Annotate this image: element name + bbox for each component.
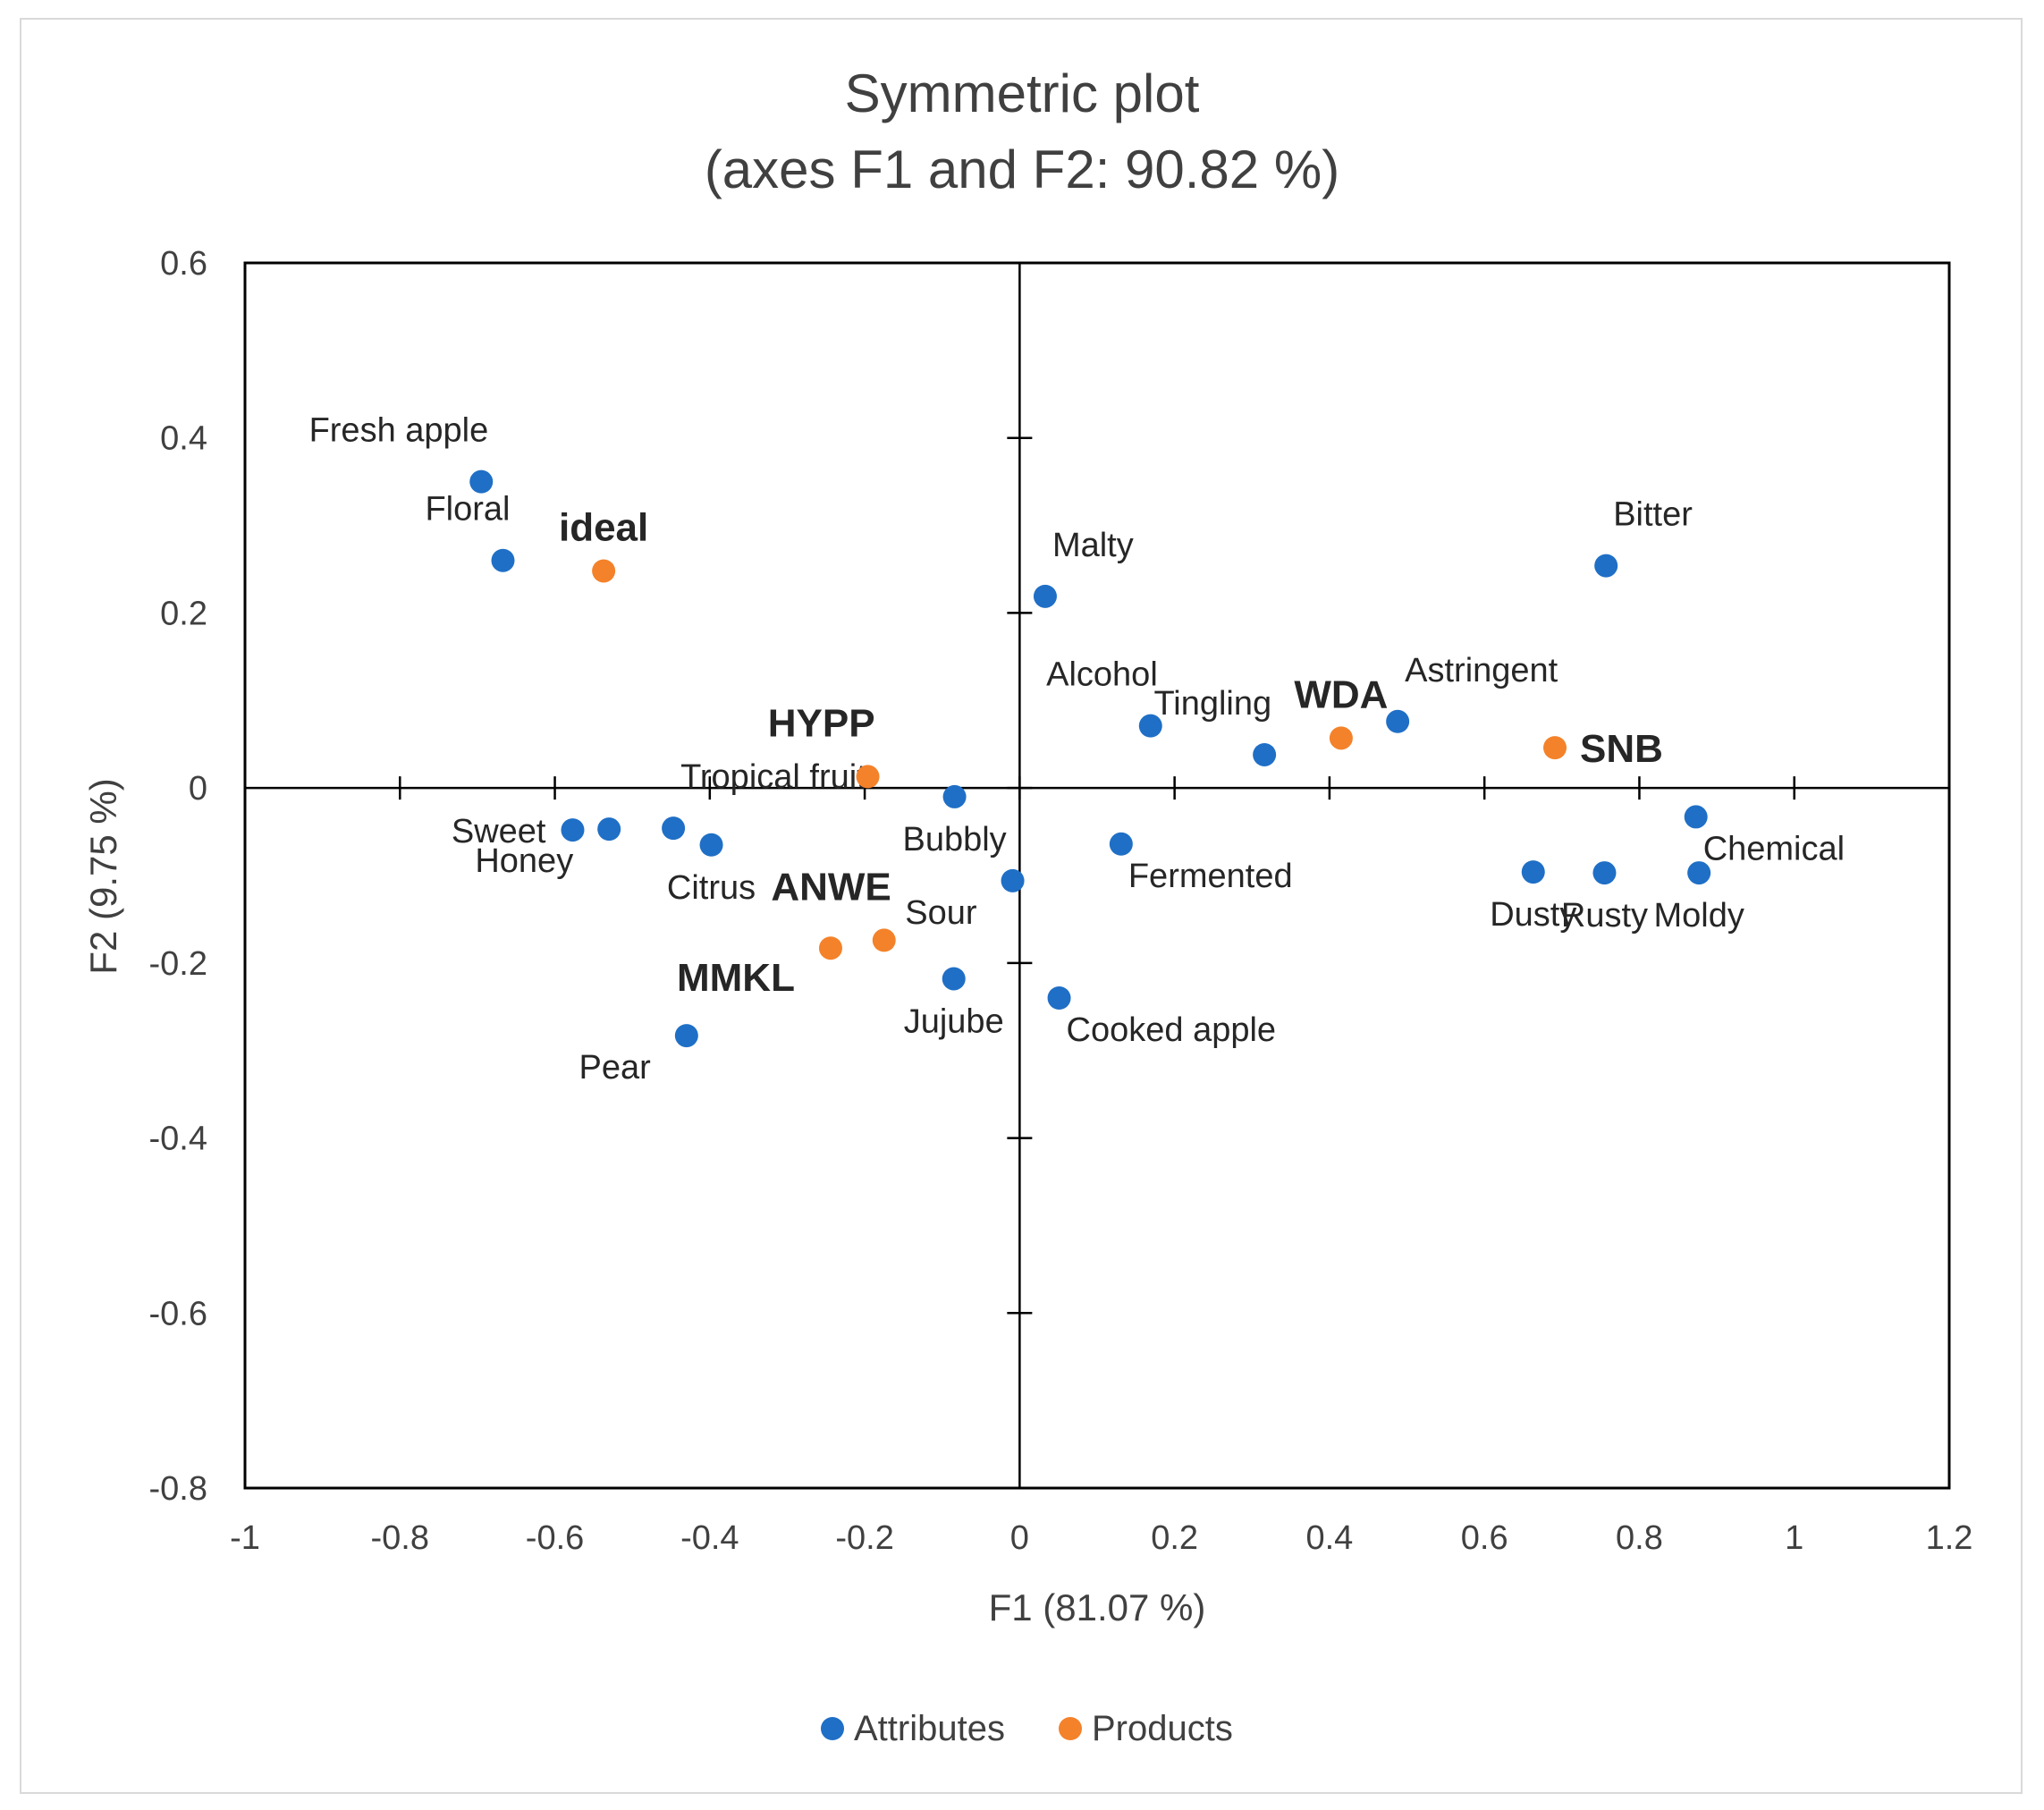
x-tick-label: -0.2 <box>835 1519 893 1557</box>
attribute-label-honey: Honey <box>475 842 573 880</box>
attribute-label-bubbly: Bubbly <box>902 821 1006 858</box>
chart-frame <box>20 18 2023 1794</box>
y-tick-label: -0.2 <box>149 945 207 983</box>
attribute-point-sweet <box>561 818 585 842</box>
attribute-label-citrus: Citrus <box>667 869 756 907</box>
product-point-mmkl <box>818 936 842 960</box>
x-tick-label: -1 <box>230 1519 260 1557</box>
attribute-label-fermented: Fermented <box>1128 858 1293 895</box>
product-point-ideal <box>592 559 616 583</box>
attribute-point-moldy <box>1687 861 1711 885</box>
attribute-label-rusty: Rusty <box>1561 897 1648 935</box>
legend-label-products: Products <box>1092 1709 1233 1748</box>
attribute-point-rusty <box>1592 861 1617 885</box>
x-tick-label: -0.4 <box>680 1519 739 1557</box>
attribute-point-chemical <box>1684 805 1708 829</box>
attribute-label-astringent: Astringent <box>1405 652 1558 689</box>
attribute-point-sour <box>1001 868 1025 892</box>
x-tick-label: -0.8 <box>371 1519 429 1557</box>
y-tick-label: 0.6 <box>160 245 207 283</box>
plot-area-border <box>243 261 1951 1490</box>
y-tick-label: 0.2 <box>160 595 207 632</box>
attribute-label-sour: Sour <box>905 894 977 932</box>
product-point-anwe <box>872 928 896 952</box>
product-label-anwe: ANWE <box>771 865 891 909</box>
x-tick-label: 0.4 <box>1305 1519 1353 1557</box>
legend-marker-attributes <box>821 1717 844 1740</box>
product-label-mmkl: MMKL <box>677 956 795 1000</box>
attribute-point-fermented <box>1109 832 1133 856</box>
x-tick-label: 1 <box>1785 1519 1803 1557</box>
attribute-point-bubbly <box>942 784 967 808</box>
y-tick-label: 0 <box>189 770 207 808</box>
attribute-point-dusty <box>1521 860 1545 884</box>
attribute-label-cooked-apple: Cooked apple <box>1067 1011 1277 1049</box>
attribute-point-pear <box>674 1024 698 1048</box>
attribute-label-tropical-fruit: Tropical fruit <box>680 758 866 796</box>
attribute-label-jujube: Jujube <box>904 1002 1004 1040</box>
product-label-snb: SNB <box>1580 727 1663 771</box>
attribute-point-bitter <box>1594 554 1618 578</box>
x-tick-label: 0.6 <box>1461 1519 1508 1557</box>
attribute-label-fresh-apple: Fresh apple <box>309 412 489 450</box>
x-tick-label: 1.2 <box>1926 1519 1973 1557</box>
attribute-point-tropical-fruit <box>662 816 686 841</box>
attribute-point-tingling <box>1253 742 1277 766</box>
attribute-point-alcohol <box>1138 714 1162 738</box>
product-point-wda <box>1329 726 1353 750</box>
legend-label-attributes: Attributes <box>854 1709 1005 1748</box>
attribute-label-sweet: Sweet <box>452 813 546 850</box>
attribute-label-moldy: Moldy <box>1653 897 1744 935</box>
x-axis-title: F1 (81.07 %) <box>989 1586 1206 1628</box>
y-axis-title: F2 (9.75 %) <box>82 778 124 974</box>
product-point-hypp <box>856 765 880 789</box>
attribute-label-chemical: Chemical <box>1703 830 1845 867</box>
attribute-point-malty <box>1033 584 1057 608</box>
x-tick-label: 0 <box>1010 1519 1029 1557</box>
attribute-point-citrus <box>699 833 723 857</box>
chart-title-line2: (axes F1 and F2: 90.82 %) <box>705 140 1339 199</box>
chart-title-line1: Symmetric plot <box>845 63 1200 123</box>
product-label-wda: WDA <box>1294 672 1388 716</box>
attribute-label-floral: Floral <box>425 491 510 529</box>
legend: Attributes Products <box>821 1709 1233 1748</box>
attribute-label-dusty: Dusty <box>1490 896 1576 934</box>
product-label-ideal: ideal <box>559 505 648 549</box>
attribute-label-alcohol: Alcohol <box>1046 656 1158 694</box>
product-point-snb <box>1543 736 1567 760</box>
points-layer: Fresh apple Floral Malty Bitter AlcoholTingl… <box>309 412 1846 1087</box>
attribute-label-pear: Pear <box>579 1049 652 1087</box>
attribute-label-malty: Malty <box>1052 527 1134 564</box>
x-tick-label: 0.8 <box>1616 1519 1663 1557</box>
x-tick-label: 0.2 <box>1151 1519 1198 1557</box>
product-label-hypp: HYPP <box>768 701 875 745</box>
attribute-point-jujube <box>942 967 966 991</box>
y-tick-label: -0.6 <box>149 1295 207 1332</box>
attribute-label-bitter: Bitter <box>1613 496 1693 534</box>
attribute-point-floral <box>491 548 515 572</box>
attribute-point-honey <box>597 817 621 842</box>
attribute-label-tingling: Tingling <box>1153 685 1271 723</box>
attribute-point-fresh-apple <box>469 469 494 494</box>
x-tick-label: -0.6 <box>526 1519 584 1557</box>
attribute-point-astringent <box>1386 709 1410 733</box>
y-tick-label: -0.4 <box>149 1121 207 1158</box>
attribute-point-cooked-apple <box>1047 986 1071 1010</box>
y-tick-label: -0.8 <box>149 1470 207 1508</box>
legend-marker-products <box>1059 1717 1082 1740</box>
y-tick-label: 0.4 <box>160 420 207 458</box>
